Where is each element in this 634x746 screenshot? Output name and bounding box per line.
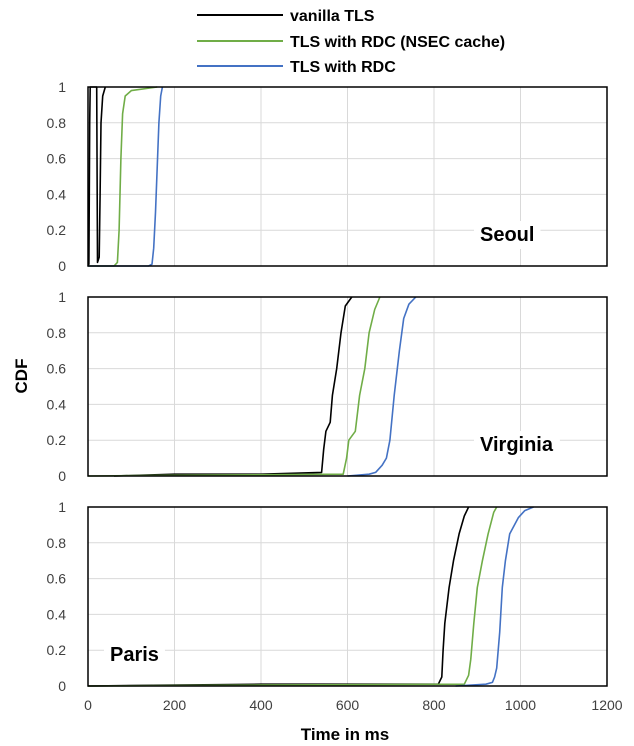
y-tick-label: 0.8 — [47, 115, 67, 131]
y-tick-label: 0.2 — [47, 222, 67, 238]
panel-seoul: 0 0.2 0.4 0.6 0.8 1 Seoul — [47, 79, 608, 274]
panel-label: Paris — [110, 644, 159, 666]
legend-label-1: vanilla TLS — [290, 8, 375, 25]
panel-frame — [87, 506, 608, 687]
legend: vanilla TLS TLS with RDC (NSEC cache) TLS … — [197, 8, 505, 76]
y-tick-label: 0 — [58, 258, 66, 274]
y-tick-label: 1 — [58, 499, 66, 515]
y-tick-label: 0 — [58, 678, 66, 694]
y-tick-label: 0 — [58, 468, 66, 484]
x-tick-label: 800 — [422, 697, 446, 713]
y-tick-label: 0.4 — [47, 396, 67, 412]
x-axis-title: Time in ms — [301, 725, 390, 744]
x-tick-label: 600 — [336, 697, 360, 713]
y-tick-label: 0.8 — [47, 325, 67, 341]
series-line-2 — [87, 506, 498, 687]
y-tick-label: 0.6 — [47, 571, 67, 587]
panel-paris: 0 0.2 0.4 0.6 0.8 1 Paris — [47, 499, 608, 694]
series-line-1 — [87, 86, 107, 267]
legend-label-2: TLS with RDC (NSEC cache) — [290, 34, 505, 51]
panel-label-background — [474, 431, 560, 459]
y-tick-label: 0.4 — [47, 186, 67, 202]
series-line-1 — [113, 296, 353, 477]
y-tick-label: 0.6 — [47, 151, 67, 167]
y-tick-label: 0.2 — [47, 432, 67, 448]
panel-label: Virginia — [480, 434, 554, 456]
x-tick-label: 200 — [163, 697, 187, 713]
panel-label-background — [474, 221, 541, 249]
y-tick-label: 1 — [58, 289, 66, 305]
series-line-3 — [455, 506, 534, 687]
panel-virginia: 0 0.2 0.4 0.6 0.8 1 Virginia — [47, 289, 608, 484]
y-axis-title: CDF — [12, 359, 31, 394]
y-tick-label: 0.2 — [47, 642, 67, 658]
panel-frame — [87, 296, 608, 477]
x-axis: 0 200 400 600 800 1000 1200 — [84, 697, 623, 713]
panel-label: Seoul — [480, 224, 534, 246]
panels: 0 0.2 0.4 0.6 0.8 1 Seoul 0 0.2 0.4 0.6 0.8 1 Virgini… — [47, 79, 608, 694]
series-line-2 — [87, 296, 381, 477]
legend-label-3: TLS with RDC — [290, 59, 396, 76]
series-line-2 — [88, 86, 158, 267]
y-tick-label: 0.4 — [47, 606, 67, 622]
x-tick-label: 0 — [84, 697, 92, 713]
x-tick-label: 400 — [249, 697, 273, 713]
y-tick-label: 1 — [58, 79, 66, 95]
y-tick-label: 0.8 — [47, 535, 67, 551]
panel-frame — [87, 86, 608, 267]
panel-label-background — [104, 641, 165, 669]
x-tick-label: 1200 — [591, 697, 622, 713]
y-tick-label: 0.6 — [47, 361, 67, 377]
series-line-3 — [347, 296, 417, 477]
x-tick-label: 1000 — [505, 697, 536, 713]
